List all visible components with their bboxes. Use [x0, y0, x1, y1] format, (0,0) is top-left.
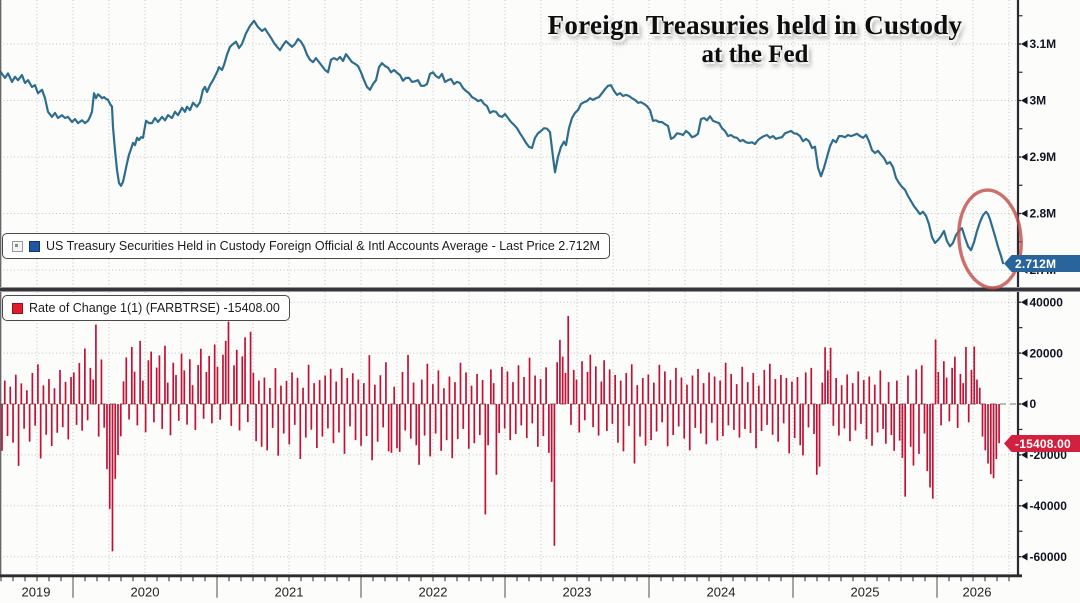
svg-text:0: 0	[1030, 397, 1037, 411]
x-axis-year-label: 2022	[419, 584, 448, 599]
x-axis-year-label: 2024	[707, 584, 736, 599]
x-axis-year-label: 2020	[131, 584, 160, 599]
legend-custody-series[interactable]: US Treasury Securities Held in Custody F…	[2, 233, 610, 259]
axes	[0, 0, 1020, 575]
highlight-ellipse-annotation	[957, 188, 1023, 290]
x-axis-year-label: 2023	[563, 584, 592, 599]
last-price-tag: 2.712M	[1004, 255, 1080, 272]
legend-roc-series[interactable]: Rate of Change 1(1) (FARBTRSE) -15408.00	[2, 295, 290, 321]
x-axis-year-label: 2021	[275, 584, 304, 599]
chart-title-line1: Foreign Treasuries held in Custody	[547, 10, 963, 40]
custody-line	[0, 19, 1005, 265]
chart-title-line2: at the Fed	[701, 41, 809, 68]
blue-series-swatch-icon	[29, 240, 40, 252]
svg-text:-60000: -60000	[1030, 550, 1068, 564]
chart-title: Foreign Treasuries held in Custody at th…	[505, 10, 1005, 69]
panel-separator	[0, 287, 1080, 292]
svg-text:20000: 20000	[1030, 346, 1064, 360]
roc-bars	[1, 315, 1000, 552]
svg-text:3.1M: 3.1M	[1030, 37, 1057, 51]
vertical-gridlines	[0, 0, 1010, 575]
x-axis-year-label: 2025	[851, 584, 880, 599]
red-series-swatch-icon	[12, 302, 23, 314]
x-axis-year-label: 2019	[22, 584, 51, 599]
svg-text:-40000: -40000	[1030, 499, 1068, 513]
svg-text:3M: 3M	[1030, 94, 1047, 108]
svg-text:2.9M: 2.9M	[1030, 150, 1057, 164]
legend-checkbox-icon[interactable]	[12, 240, 23, 252]
x-axis: 2019 2020 2021 2022 2023 2024 2025 2026	[0, 574, 1022, 599]
legend-custody-label: US Treasury Securities Held in Custody F…	[46, 239, 600, 253]
svg-text:2.8M: 2.8M	[1030, 207, 1057, 221]
legend-roc-label: Rate of Change 1(1) (FARBTRSE) -15408.00	[29, 301, 280, 315]
last-change-value: -15408.00	[1015, 436, 1071, 451]
last-price-value: 2.712M	[1015, 256, 1057, 271]
svg-text:40000: 40000	[1030, 295, 1064, 309]
last-change-tag: -15408.00	[1004, 435, 1080, 452]
x-axis-year-label: 2026	[963, 584, 992, 599]
